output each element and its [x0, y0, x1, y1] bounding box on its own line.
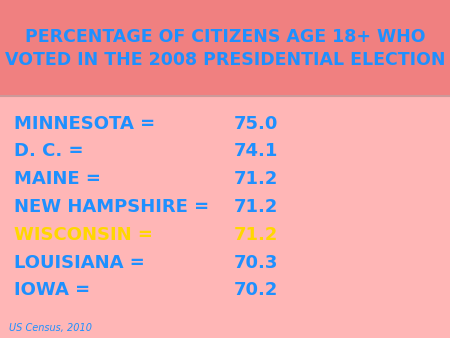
Text: MAINE =: MAINE = [14, 170, 100, 188]
Text: D. C. =: D. C. = [14, 143, 83, 161]
Text: IOWA =: IOWA = [14, 281, 90, 299]
Text: WISCONSIN =: WISCONSIN = [14, 226, 153, 244]
Text: 70.3: 70.3 [234, 254, 279, 271]
Text: 75.0: 75.0 [234, 115, 279, 133]
Text: LOUISIANA =: LOUISIANA = [14, 254, 144, 271]
Text: PERCENTAGE OF CITIZENS AGE 18+ WHO
VOTED IN THE 2008 PRESIDENTIAL ELECTION: PERCENTAGE OF CITIZENS AGE 18+ WHO VOTED… [5, 28, 445, 69]
Text: US Census, 2010: US Census, 2010 [9, 323, 92, 333]
FancyBboxPatch shape [0, 0, 450, 96]
Text: 71.2: 71.2 [234, 170, 279, 188]
Text: 70.2: 70.2 [234, 281, 279, 299]
Text: MINNESOTA =: MINNESOTA = [14, 115, 155, 133]
Text: 74.1: 74.1 [234, 143, 279, 161]
Text: NEW HAMPSHIRE =: NEW HAMPSHIRE = [14, 198, 209, 216]
Text: 71.2: 71.2 [234, 226, 279, 244]
Text: 71.2: 71.2 [234, 198, 279, 216]
